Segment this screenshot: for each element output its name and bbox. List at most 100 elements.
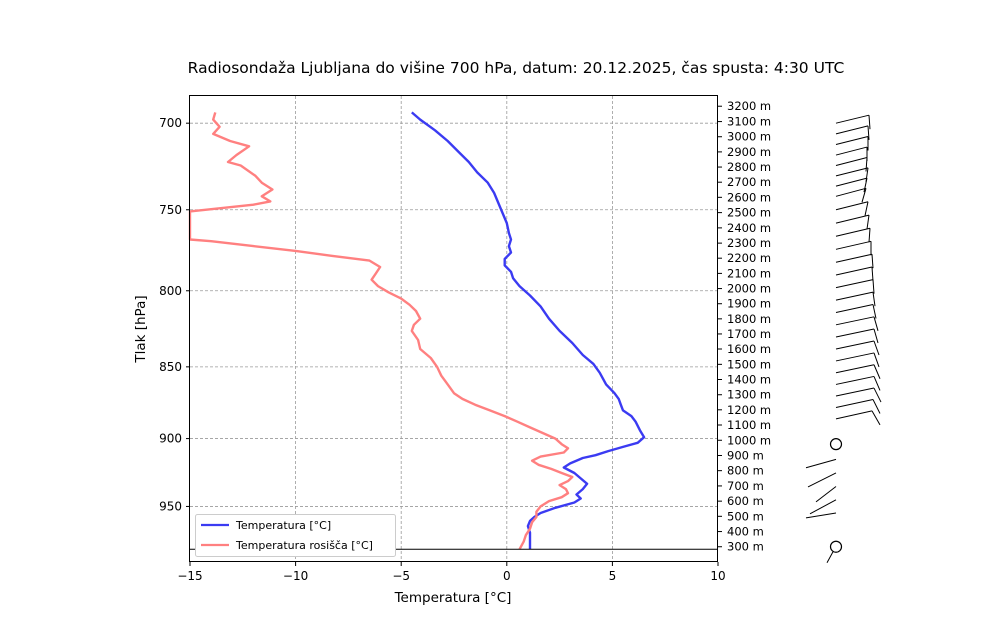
altitude-tick-label: 2900 m [727,145,771,159]
altitude-tick-label: 400 m [727,525,764,539]
wind-barb-flag [873,387,882,403]
wind-barb-shaft [835,304,874,314]
wind-barb-flag [873,376,881,391]
wind-barb-shaft [835,125,869,135]
wind-barb-flag [873,340,880,356]
wind-barb-shaft [805,512,837,519]
altitude-tick-label: 1200 m [727,403,771,417]
wind-barb-shaft [826,551,834,563]
altitude-tick-label: 1100 m [727,418,771,432]
temperature-line [411,111,646,550]
altitude-tick-label: 1300 m [727,388,771,402]
wind-barb-flag [873,352,880,368]
wind-barb-flag [872,279,875,294]
altitude-tick-label: 300 m [727,540,764,554]
wind-barb-shaft [835,328,875,338]
plot-lines [188,111,646,550]
altitude-tick-label: 2200 m [727,251,771,265]
altitude-tick-label: 700 m [727,479,764,493]
wind-barb-shaft [835,167,869,177]
y-tick-label: 900 [159,432,182,446]
wind-barb-flag [863,178,868,193]
wind-barb-shaft [835,410,873,420]
wind-barb-flag [873,316,879,331]
wind-barb-shaft [835,279,874,289]
altitude-tick-label: 1400 m [727,372,771,386]
x-tick-label: 10 [710,569,725,583]
y-tick-label: 850 [159,360,182,374]
wind-barb-flag [861,188,867,203]
altitude-tick-label: 1700 m [727,327,771,341]
y-tick-label: 750 [159,203,182,217]
wind-barb-shaft [807,472,837,488]
grid [190,96,718,562]
wind-barbs [805,114,882,563]
altitude-tick-label: 900 m [727,448,764,462]
wind-barb-shaft [835,291,874,301]
altitude-tick-label: 1500 m [727,357,771,371]
altitude-tick-label: 2100 m [727,266,771,280]
legend-label-temperature: Temperatura [°C] [235,519,331,532]
wind-barb-shaft [835,266,873,276]
altitude-tick-label: 1900 m [727,297,771,311]
altitude-tick-label: 3200 m [727,99,771,113]
x-tick-label: 5 [609,569,617,583]
wind-barb-shaft [835,387,875,397]
altitude-tick-label: 1800 m [727,312,771,326]
wind-barb-flag [873,364,881,379]
altitude-tick-label: 3100 m [727,115,771,129]
wind-barb-shaft [835,177,868,187]
y-tick-label: 800 [159,284,182,298]
plot-area-frame [189,95,718,562]
wind-barb-flag [868,115,871,130]
wind-barb-shaft [835,201,869,211]
altitude-tick-label: 2400 m [727,221,771,235]
altitude-tick-label: 800 m [727,464,764,478]
wind-barb-shaft [835,352,875,362]
x-axis: −15 −10 −5 0 5 10 [177,562,726,583]
wind-barb-shaft [835,114,870,124]
wind-barb-flag [872,399,881,414]
wind-barb-flag [866,215,870,230]
wind-barb-shaft [835,187,867,197]
wind-barb-shaft [835,240,872,250]
x-tick-label: −5 [392,569,410,583]
wind-barb-flag [873,328,879,344]
wind-barb-shaft [815,486,837,503]
x-tick-label: −15 [177,569,202,583]
chart-title: Radiosondaža Ljubljana do višine 700 hPa… [188,59,845,77]
wind-barb-shaft [809,499,837,515]
wind-barb-shaft [835,157,868,166]
wind-barb-shaft [835,136,869,146]
wind-barb-shaft [805,458,837,469]
altitude-tick-label: 2700 m [727,175,771,189]
altitude-tick-label: 1000 m [727,433,771,447]
legend-box [195,514,396,557]
altitude-tick-label: 500 m [727,509,764,523]
legend: Temperatura [°C] Temperatura rosišča [°C… [195,514,396,557]
calm-wind-marker [829,540,843,553]
wind-barb-shaft [835,340,875,350]
x-tick-label: 0 [503,569,511,583]
wind-barb-flag [865,157,868,172]
wind-barb-shaft [835,316,875,326]
wind-barb-shaft [835,399,874,409]
calm-wind-marker [829,438,843,451]
x-axis-label: Temperatura [°C] [394,590,512,606]
wind-barb-shaft [835,214,870,224]
altitude-tick-label: 2800 m [727,160,771,174]
wind-barb-flag [868,228,871,243]
altitude-tick-label: 2000 m [727,282,771,296]
altitude-tick-label: 2500 m [727,206,771,220]
y-tick-label: 700 [159,116,182,130]
altitude-tick-label: 1600 m [727,342,771,356]
altitude-tick-label: 2300 m [727,236,771,250]
altitude-tick-label: 600 m [727,494,764,508]
wind-barb-flag [871,410,881,426]
wind-barb-shaft [835,227,871,237]
wind-barb-shaft [835,364,875,374]
y-axis: 700 750 800 850 900 950 [159,116,190,513]
altitude-tick-label: 3000 m [727,130,771,144]
altitude-tick-label: 2600 m [727,190,771,204]
